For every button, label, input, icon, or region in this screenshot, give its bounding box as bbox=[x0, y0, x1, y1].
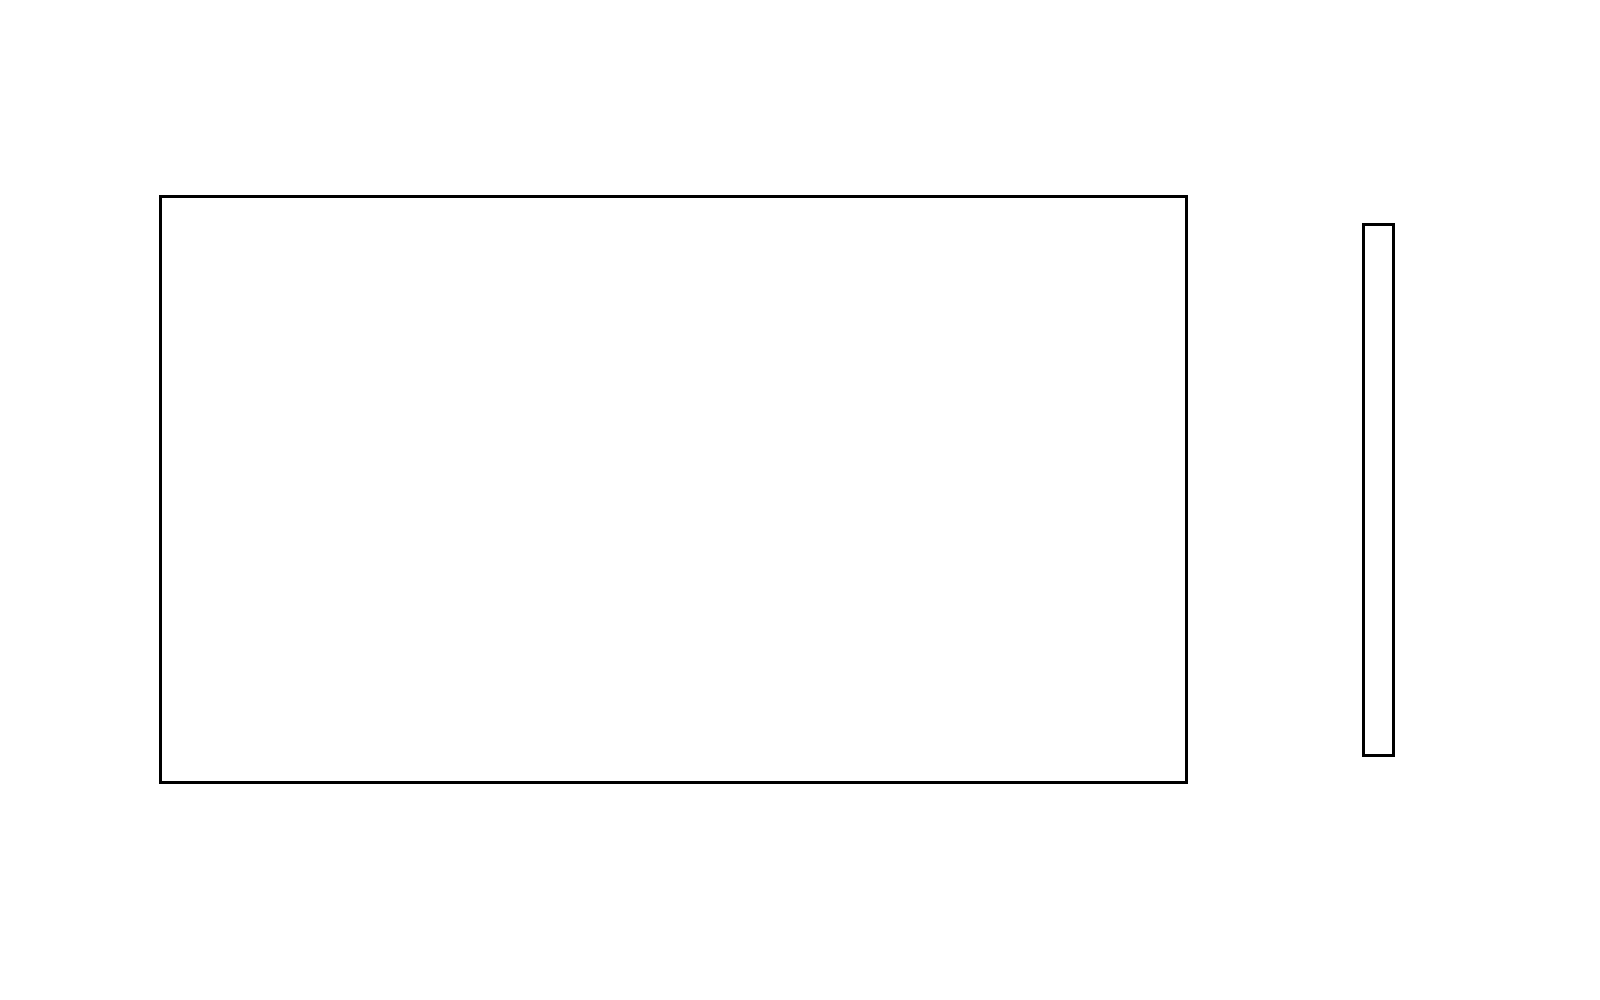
colorbar-canvas bbox=[1365, 226, 1392, 754]
colorbar bbox=[1362, 223, 1395, 757]
heatmap-canvas bbox=[162, 198, 1186, 782]
plot-frame bbox=[159, 195, 1188, 784]
